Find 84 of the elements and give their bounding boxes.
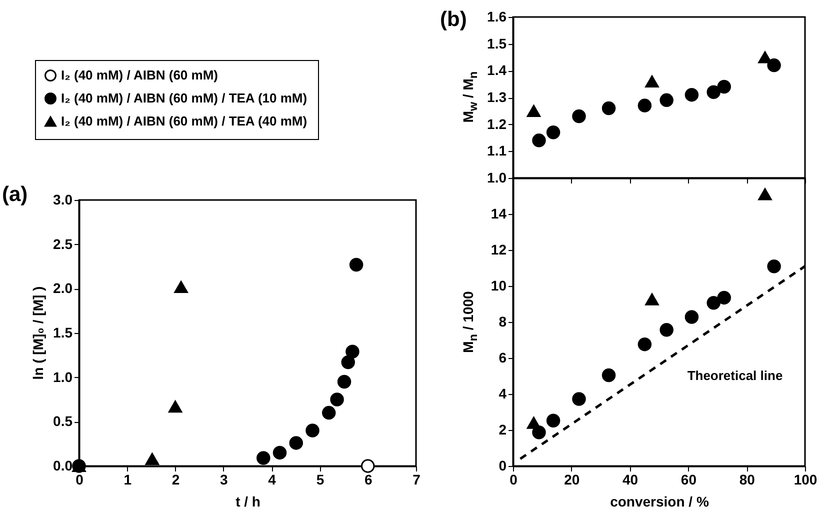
point <box>717 290 731 305</box>
point <box>638 337 652 352</box>
x-tick-label: 20 <box>564 472 580 488</box>
y-tick-label: 8 <box>498 314 507 330</box>
x-tick-label: 3 <box>220 472 228 488</box>
point <box>256 451 270 465</box>
point <box>767 58 781 72</box>
y-tick-label: 1.1 <box>487 142 507 159</box>
point <box>174 280 188 293</box>
x-axis-title: conversion / % <box>610 494 710 510</box>
y-tick-label: 4 <box>498 386 507 402</box>
point <box>706 296 720 310</box>
point <box>717 80 731 94</box>
y-tick-label: 1.6 <box>487 8 507 24</box>
chart-title: (b) <box>440 8 467 32</box>
point <box>758 51 772 64</box>
x-tick-label: 0 <box>510 472 518 488</box>
point <box>767 260 781 274</box>
x-tick-label: 100 <box>794 472 818 488</box>
point <box>706 85 720 99</box>
point <box>572 392 586 406</box>
y-tick-label: 10 <box>490 278 507 294</box>
point <box>360 459 375 473</box>
x-tick-label: 40 <box>622 472 638 488</box>
x-axis-title: t / h <box>236 494 260 510</box>
point <box>526 416 541 429</box>
point <box>306 424 320 438</box>
point <box>337 374 352 389</box>
y-tick-label: 3.0 <box>53 192 73 208</box>
x-tick-label: 60 <box>680 472 697 488</box>
point <box>341 355 355 370</box>
x-tick-label: 7 <box>412 472 421 488</box>
x-tick-label: 4 <box>268 472 276 488</box>
y-tick-label: 1.3 <box>487 89 507 105</box>
y-tick-label: 1.0 <box>487 170 507 186</box>
point <box>330 392 344 406</box>
y-tick-label: 12 <box>490 242 507 258</box>
x-tick-label: 5 <box>316 472 324 488</box>
point <box>572 109 586 124</box>
legend-label: I₂ (40 mM) / AIBN (60 mM) <box>61 68 218 82</box>
point <box>322 406 336 420</box>
x-tick-label: 2 <box>172 472 180 488</box>
point <box>526 104 541 117</box>
y-tick-label: 2.5 <box>53 236 73 252</box>
y-tick-label: 0.0 <box>53 458 73 474</box>
point <box>532 134 546 148</box>
point <box>684 310 699 324</box>
y-tick-label: 6 <box>498 350 507 366</box>
x-tick-label: 0 <box>76 472 84 488</box>
y-tick-label: 1.2 <box>487 116 507 132</box>
series-label: Theoretical line <box>687 368 783 384</box>
point <box>660 323 674 337</box>
point <box>546 126 560 140</box>
y-tick-label: 2 <box>498 422 507 438</box>
y-tick-label: 1.5 <box>487 35 507 52</box>
point <box>349 258 364 272</box>
y-tick-label: 1.5 <box>53 324 73 340</box>
x-tick-label: 80 <box>739 472 756 488</box>
point <box>684 88 699 102</box>
point <box>546 414 560 428</box>
point <box>289 436 303 450</box>
point <box>638 98 652 112</box>
point <box>645 75 659 88</box>
x-tick-label: 6 <box>364 472 372 488</box>
point <box>602 101 616 116</box>
chart-title: (a) <box>2 183 28 207</box>
y-tick-label: 1.0 <box>53 368 73 385</box>
point <box>660 93 674 108</box>
y-tick-label: 1.4 <box>487 62 507 78</box>
point <box>272 446 287 460</box>
x-tick-label: 1 <box>124 472 132 488</box>
y-axis-title: ln ( [M]₀ / [M] ) <box>30 286 46 380</box>
legend-label: I₂ (40 mM) / AIBN (60 mM) / TEA (40 mM) <box>61 114 308 128</box>
y-tick-label: 14 <box>490 206 507 222</box>
point <box>145 452 160 465</box>
point <box>645 293 659 306</box>
point <box>168 400 182 413</box>
y-tick-label: 2.0 <box>53 280 73 296</box>
point <box>758 188 772 200</box>
legend-label: I₂ (40 mM) / AIBN (60 mM) / TEA (10 mM) <box>61 90 308 106</box>
point <box>346 344 360 358</box>
y-tick-label: 0 <box>498 458 507 474</box>
point <box>602 368 616 382</box>
y-tick-label: 0.5 <box>53 413 73 430</box>
